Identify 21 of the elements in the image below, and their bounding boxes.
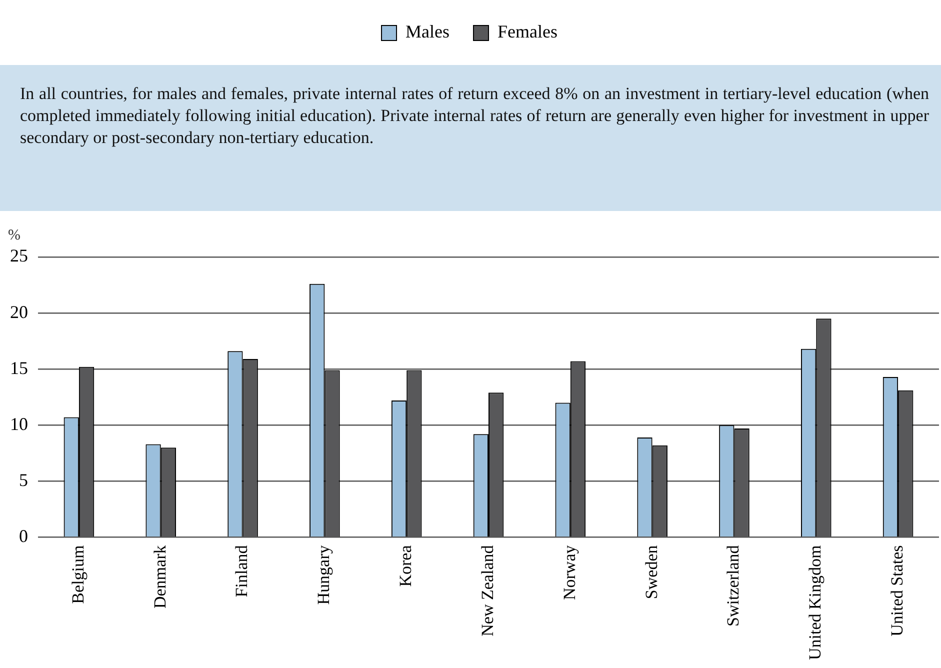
x-tick-label: Sweden xyxy=(642,544,661,600)
legend-label: Males xyxy=(406,22,450,42)
x-tick-label: New Zealand xyxy=(478,544,497,636)
y-tick-label: 10 xyxy=(10,414,28,434)
text: In all countries, for males and females, private internal rates of return exceed 8% on an investment in tertiary-level education (when completed immediately following initial education). Private internal rates of return are generally even higher for investment in upper secondary or post-secondary non-tertiary education. xyxy=(0,65,941,211)
x-tick-label: United States xyxy=(888,545,907,636)
x-tick-label: Hungary xyxy=(314,544,334,605)
y-tick-label: 5 xyxy=(19,470,28,490)
x-tick-label: Korea xyxy=(396,544,416,587)
y-axis-title: % xyxy=(8,227,20,244)
x-tick-label: Finland xyxy=(232,544,252,598)
x-tick-label: Switzerland xyxy=(724,544,743,626)
legend-label: Females xyxy=(498,22,558,42)
y-tick-label: 15 xyxy=(10,358,28,378)
x-tick-label: United Kingdom xyxy=(806,545,825,660)
x-tick-label: Norway xyxy=(560,544,579,600)
y-tick-label: 25 xyxy=(10,246,28,266)
y-tick-label: 20 xyxy=(10,302,28,322)
x-tick-label: Denmark xyxy=(150,544,170,609)
y-tick-label: 0 xyxy=(19,526,28,546)
x-tick-label: Belgium xyxy=(68,545,88,604)
